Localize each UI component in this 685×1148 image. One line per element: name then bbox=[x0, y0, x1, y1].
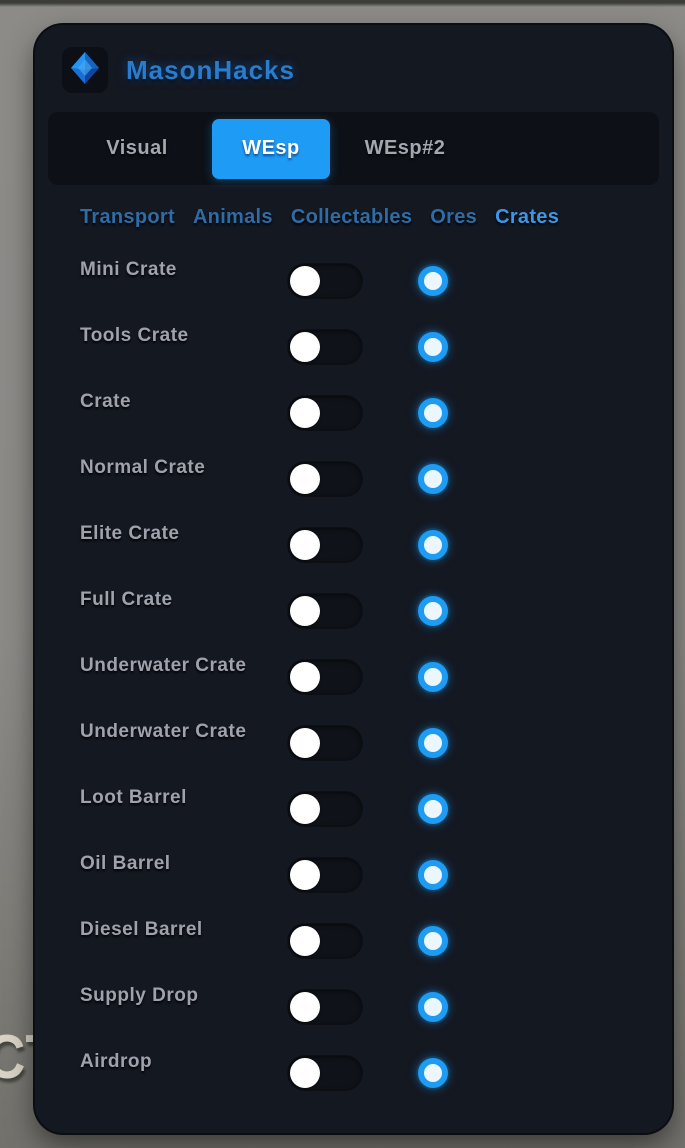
item-color-picker[interactable] bbox=[418, 926, 448, 956]
item-color-picker[interactable] bbox=[418, 728, 448, 758]
item-toggle[interactable] bbox=[288, 330, 362, 364]
tab-bar: Visual WEsp WEsp#2 bbox=[48, 112, 659, 185]
item-color-picker[interactable] bbox=[418, 398, 448, 428]
tab[interactable]: WEsp#2 bbox=[346, 119, 464, 179]
item-label: Underwater Crate bbox=[80, 721, 247, 742]
subtab-label: Crates bbox=[495, 206, 560, 228]
item-label: Elite Crate bbox=[80, 523, 180, 544]
tab[interactable]: WEsp bbox=[212, 118, 330, 179]
toggle-knob bbox=[290, 398, 320, 428]
item-toggle[interactable] bbox=[288, 1056, 362, 1090]
subtab[interactable]: Animals bbox=[193, 206, 273, 229]
app-title: MasonHacks bbox=[126, 54, 295, 85]
item-color-picker[interactable] bbox=[418, 332, 448, 362]
item-toggle[interactable] bbox=[288, 924, 362, 958]
subtab[interactable]: Transport bbox=[80, 206, 175, 229]
item-label: Underwater Crate bbox=[80, 655, 247, 676]
toggle-knob bbox=[290, 728, 320, 758]
item-toggle[interactable] bbox=[288, 990, 362, 1024]
item-color-picker[interactable] bbox=[418, 794, 448, 824]
item-color-picker[interactable] bbox=[418, 1058, 448, 1088]
tab[interactable]: Visual bbox=[78, 119, 196, 179]
crate-list: Mini Crate Tools Crate Crate bbox=[35, 248, 672, 1106]
item-color-picker[interactable] bbox=[418, 596, 448, 626]
subtab-label: Ores bbox=[430, 206, 478, 228]
item-label: Mini Crate bbox=[80, 259, 177, 280]
toggle-knob bbox=[290, 794, 320, 824]
toggle-knob bbox=[290, 332, 320, 362]
list-item: Diesel Barrel bbox=[35, 908, 672, 974]
list-item: Elite Crate bbox=[35, 512, 672, 578]
list-item: Underwater Crate bbox=[35, 644, 672, 710]
item-label: Full Crate bbox=[80, 589, 173, 610]
item-toggle[interactable] bbox=[288, 726, 362, 760]
subtab-label: Transport bbox=[80, 206, 175, 228]
list-item: Underwater Crate bbox=[35, 710, 672, 776]
list-item: Loot Barrel bbox=[35, 776, 672, 842]
item-label: Normal Crate bbox=[80, 457, 206, 478]
subtab[interactable]: Collectables bbox=[291, 206, 412, 229]
item-toggle[interactable] bbox=[288, 858, 362, 892]
subtab-label: Collectables bbox=[290, 206, 413, 228]
item-color-picker[interactable] bbox=[418, 662, 448, 692]
gem-icon bbox=[67, 50, 103, 91]
item-label: Loot Barrel bbox=[80, 787, 187, 808]
toggle-knob bbox=[290, 662, 320, 692]
list-item: Crate bbox=[35, 380, 672, 446]
toggle-knob bbox=[290, 530, 320, 560]
item-color-picker[interactable] bbox=[418, 992, 448, 1022]
toggle-knob bbox=[290, 860, 320, 890]
list-item: Tools Crate bbox=[35, 314, 672, 380]
toggle-knob bbox=[290, 1058, 320, 1088]
item-toggle[interactable] bbox=[288, 462, 362, 496]
item-toggle[interactable] bbox=[288, 660, 362, 694]
tab-label: Visual bbox=[106, 137, 168, 159]
item-color-picker[interactable] bbox=[418, 530, 448, 560]
item-label: Crate bbox=[80, 391, 132, 412]
list-item: Full Crate bbox=[35, 578, 672, 644]
item-label: Tools Crate bbox=[80, 325, 189, 346]
panel-header: MasonHacks bbox=[62, 47, 295, 93]
item-toggle[interactable] bbox=[288, 528, 362, 562]
item-label: Supply Drop bbox=[80, 985, 199, 1006]
item-label: Oil Barrel bbox=[80, 853, 171, 874]
list-item: Mini Crate bbox=[35, 248, 672, 314]
subtab-bar: Transport Animals Collectables Ores Crat… bbox=[80, 206, 559, 229]
item-color-picker[interactable] bbox=[418, 464, 448, 494]
item-color-picker[interactable] bbox=[418, 860, 448, 890]
item-toggle[interactable] bbox=[288, 594, 362, 628]
menu-panel: MasonHacks Visual WEsp WEsp#2 Transport … bbox=[35, 25, 672, 1133]
subtab[interactable]: Crates bbox=[495, 206, 559, 229]
list-item: Oil Barrel bbox=[35, 842, 672, 908]
subtab[interactable]: Ores bbox=[430, 206, 477, 229]
logo-box bbox=[62, 47, 108, 93]
item-label: Diesel Barrel bbox=[80, 919, 203, 940]
tab-label: WEsp bbox=[242, 137, 300, 159]
tab-label: WEsp#2 bbox=[364, 137, 446, 159]
toggle-knob bbox=[290, 464, 320, 494]
item-toggle[interactable] bbox=[288, 792, 362, 826]
toggle-knob bbox=[290, 266, 320, 296]
item-toggle[interactable] bbox=[288, 264, 362, 298]
subtab-label: Animals bbox=[192, 206, 273, 228]
item-label: Airdrop bbox=[80, 1051, 153, 1072]
list-item: Normal Crate bbox=[35, 446, 672, 512]
list-item: Airdrop bbox=[35, 1040, 672, 1106]
item-toggle[interactable] bbox=[288, 396, 362, 430]
item-color-picker[interactable] bbox=[418, 266, 448, 296]
toggle-knob bbox=[290, 596, 320, 626]
toggle-knob bbox=[290, 992, 320, 1022]
list-item: Supply Drop bbox=[35, 974, 672, 1040]
toggle-knob bbox=[290, 926, 320, 956]
